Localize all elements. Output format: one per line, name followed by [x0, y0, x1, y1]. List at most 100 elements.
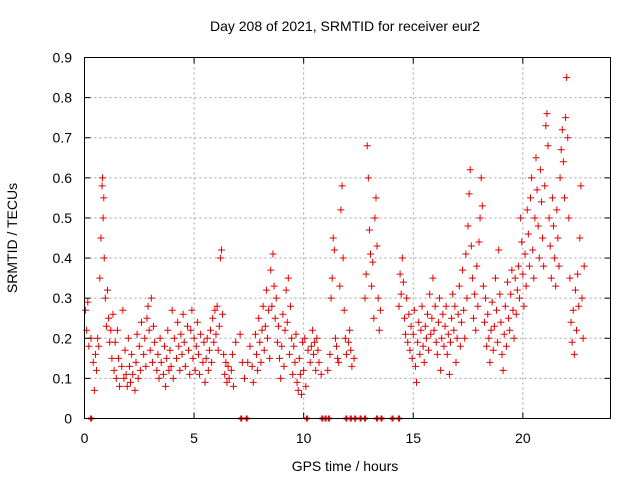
data-point — [493, 306, 501, 314]
data-point — [544, 142, 552, 150]
data-point — [273, 338, 281, 346]
data-point — [506, 326, 514, 334]
data-point — [399, 278, 407, 286]
data-point — [497, 318, 505, 326]
data-point — [336, 282, 344, 290]
data-point — [516, 294, 524, 302]
data-point — [310, 350, 318, 358]
data-point — [156, 334, 164, 342]
y-tick-label: 0.2 — [53, 330, 73, 346]
data-point — [312, 366, 320, 374]
data-point — [133, 330, 141, 338]
data-point — [580, 262, 588, 270]
x-tick-label: 20 — [515, 430, 531, 446]
data-point — [496, 290, 504, 298]
data-point — [289, 370, 297, 378]
data-point — [485, 334, 493, 342]
data-point — [489, 346, 497, 354]
data-point — [121, 346, 129, 354]
data-point — [258, 326, 266, 334]
data-point — [511, 274, 519, 282]
data-point — [363, 142, 371, 150]
data-point — [148, 358, 156, 366]
data-point — [510, 334, 518, 342]
data-point — [501, 302, 509, 310]
data-point — [141, 334, 149, 342]
data-point — [337, 206, 345, 214]
data-point — [454, 310, 462, 318]
data-point — [531, 214, 539, 222]
data-point — [290, 342, 298, 350]
data-point — [369, 258, 377, 266]
data-point — [560, 194, 568, 202]
data-point — [116, 382, 124, 390]
data-point — [142, 362, 150, 370]
data-point — [455, 282, 463, 290]
y-axis-label: SRMTID / TECUs — [4, 183, 20, 293]
data-point — [217, 246, 225, 254]
data-point — [338, 182, 346, 190]
data-point — [94, 334, 102, 342]
data-point — [402, 330, 410, 338]
data-point — [210, 338, 218, 346]
data-point — [170, 334, 178, 342]
data-point — [260, 346, 268, 354]
data-point — [168, 306, 176, 314]
data-point — [476, 214, 484, 222]
data-point — [442, 302, 450, 310]
data-point — [429, 274, 437, 282]
data-point — [368, 282, 376, 290]
data-point — [554, 234, 562, 242]
data-point — [540, 262, 548, 270]
data-point — [433, 350, 441, 358]
data-point — [244, 358, 252, 366]
data-point — [551, 254, 559, 262]
data-point — [202, 354, 210, 362]
data-point — [416, 350, 424, 358]
data-point — [535, 254, 543, 262]
data-point — [136, 366, 144, 374]
data-point — [269, 250, 277, 258]
data-point — [484, 310, 492, 318]
data-point — [558, 126, 566, 134]
data-point — [512, 310, 520, 318]
data-point — [201, 378, 209, 386]
data-point — [375, 326, 383, 334]
data-point — [566, 274, 574, 282]
data-point — [192, 342, 200, 350]
data-point — [154, 350, 162, 358]
data-point — [527, 194, 535, 202]
data-point — [508, 266, 516, 274]
data-point — [240, 374, 248, 382]
data-point — [143, 314, 151, 322]
y-tick-label: 0.9 — [53, 50, 73, 66]
grid — [84, 57, 611, 419]
data-point — [503, 278, 511, 286]
data-point — [400, 314, 408, 322]
y-tick-label: 0.6 — [53, 170, 73, 186]
data-point — [456, 342, 464, 350]
data-point — [342, 350, 350, 358]
data-point — [372, 194, 380, 202]
data-point — [304, 346, 312, 354]
data-point — [257, 358, 265, 366]
data-point — [541, 182, 549, 190]
data-point — [236, 330, 244, 338]
data-point — [274, 322, 282, 330]
data-point — [185, 346, 193, 354]
data-point — [93, 366, 101, 374]
data-point — [160, 342, 168, 350]
data-point — [464, 222, 472, 230]
data-point — [573, 326, 581, 334]
data-point — [486, 358, 494, 366]
data-point — [167, 362, 175, 370]
data-point — [530, 274, 538, 282]
data-point — [466, 166, 474, 174]
data-point — [397, 290, 405, 298]
data-point — [523, 206, 531, 214]
plot-frame — [84, 57, 611, 419]
y-tick-label: 0.3 — [53, 290, 73, 306]
data-point — [411, 362, 419, 370]
data-point — [537, 198, 545, 206]
data-point — [553, 206, 561, 214]
